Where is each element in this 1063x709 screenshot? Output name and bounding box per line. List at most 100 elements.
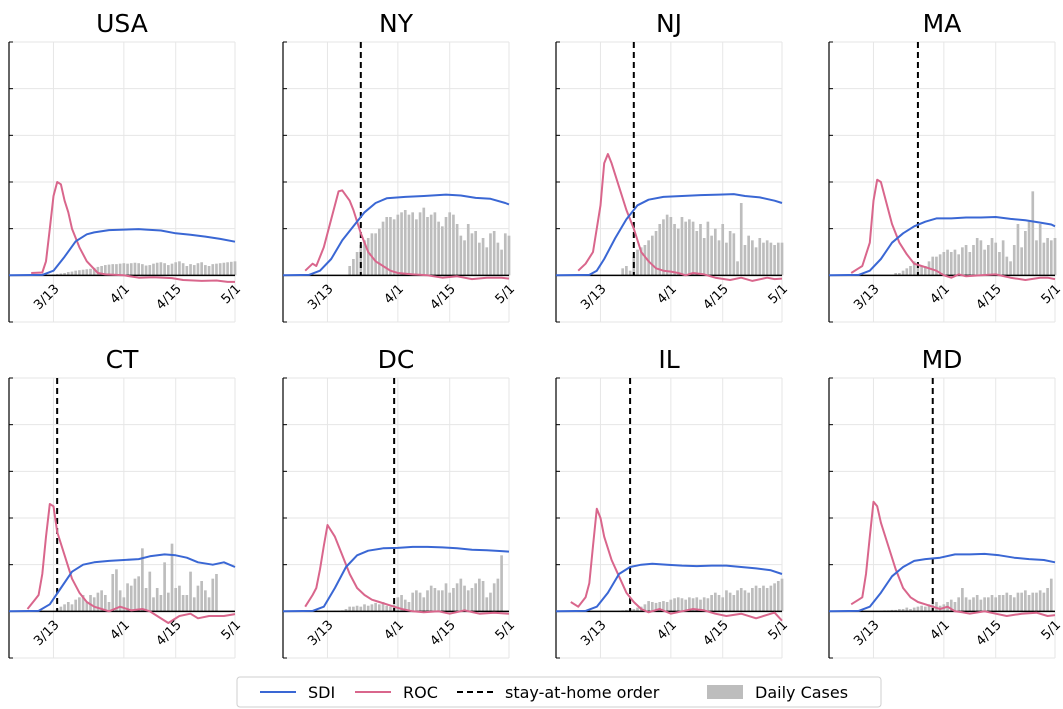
daily-cases-bar xyxy=(355,252,359,276)
legend-item-1: ROC xyxy=(355,683,438,702)
daily-cases-bar xyxy=(762,242,765,276)
daily-cases-bar xyxy=(699,224,702,276)
daily-cases-bar xyxy=(953,249,957,276)
daily-cases-bar xyxy=(455,583,459,612)
daily-cases-bar xyxy=(1031,592,1035,612)
daily-cases-bar xyxy=(968,599,972,612)
daily-cases-bar xyxy=(684,599,688,612)
daily-cases-bar xyxy=(426,590,429,612)
daily-cases-bar xyxy=(776,242,780,276)
daily-cases-bar xyxy=(189,264,192,276)
x-tick-label: 4/15 xyxy=(154,282,185,313)
daily-cases-bar xyxy=(126,263,129,276)
daily-cases-bars xyxy=(894,191,1057,276)
daily-cases-bar xyxy=(455,224,459,276)
daily-cases-bar xyxy=(647,240,650,276)
legend: SDI ROC stay-at-home order Daily Cases xyxy=(236,676,882,708)
x-tick-label: 4/1 xyxy=(382,618,407,643)
daily-cases-bar xyxy=(636,607,639,612)
daily-cases-bar xyxy=(739,203,743,276)
x-tick-label: 4/1 xyxy=(655,618,680,643)
daily-cases-bar xyxy=(137,576,141,612)
daily-cases-bar xyxy=(621,268,625,276)
daily-cases-bar xyxy=(920,605,923,612)
daily-cases-bar xyxy=(1024,590,1027,612)
panel-ma: MA 3/13 4/1 4/15 5/1 xyxy=(828,9,1063,323)
daily-cases-bar xyxy=(78,270,81,276)
daily-cases-bar xyxy=(370,604,374,612)
daily-cases-bar xyxy=(103,595,107,612)
daily-cases-bar xyxy=(710,235,713,276)
daily-cases-bars xyxy=(621,203,784,276)
daily-cases-bar xyxy=(1020,592,1023,612)
x-tick-label: 4/15 xyxy=(428,618,459,649)
daily-cases-bar xyxy=(747,592,750,612)
daily-cases-bar xyxy=(470,588,474,612)
roc-line xyxy=(304,189,510,281)
daily-cases-bar xyxy=(352,259,355,276)
daily-cases-bar xyxy=(481,238,485,276)
daily-cases-bar xyxy=(85,269,89,276)
daily-cases-bar xyxy=(676,228,680,276)
daily-cases-bar xyxy=(972,597,975,612)
daily-cases-bar xyxy=(403,599,407,612)
daily-cases-bar xyxy=(89,595,92,612)
panel-il: IL 3/13 4/1 4/15 5/1 xyxy=(555,345,791,659)
daily-cases-bar xyxy=(769,242,773,276)
panel-title: USA xyxy=(96,9,148,38)
daily-cases-bar xyxy=(751,240,754,276)
daily-cases-bar xyxy=(998,252,1001,276)
sdi-line xyxy=(282,545,510,613)
legend-bar-swatch xyxy=(707,685,743,699)
daily-cases-bar xyxy=(953,602,957,612)
daily-cases-bar xyxy=(418,592,422,612)
daily-cases-bar xyxy=(133,578,137,612)
daily-cases-bar xyxy=(348,266,352,276)
daily-cases-bar xyxy=(500,249,503,276)
panel-ny: NY 3/13 4/1 4/15 5/1 xyxy=(282,9,518,323)
daily-cases-bar xyxy=(170,263,174,276)
daily-cases-bar xyxy=(975,238,979,276)
daily-cases-bar xyxy=(218,263,222,276)
daily-cases-bar xyxy=(1016,224,1020,276)
daily-cases-bar xyxy=(990,238,994,276)
x-tick-label: 5/1 xyxy=(493,618,518,643)
daily-cases-bar xyxy=(721,597,725,612)
daily-cases-bar xyxy=(758,238,762,276)
daily-cases-bar xyxy=(990,595,994,612)
x-tick-label: 4/1 xyxy=(928,282,953,307)
daily-cases-bar xyxy=(166,265,170,276)
daily-cases-bar xyxy=(1001,595,1005,612)
daily-cases-bar xyxy=(968,252,972,276)
daily-cases-bar xyxy=(901,270,905,276)
daily-cases-bar xyxy=(496,242,500,276)
daily-cases-bar xyxy=(912,607,916,612)
daily-cases-bar xyxy=(780,242,784,276)
daily-cases-bar xyxy=(448,592,452,612)
daily-cases-bar xyxy=(377,604,381,612)
grid xyxy=(9,377,236,659)
legend-label: ROC xyxy=(403,683,438,702)
daily-cases-bar xyxy=(773,245,776,276)
daily-cases-bar xyxy=(215,574,218,612)
daily-cases-bar xyxy=(96,266,100,276)
daily-cases-bar xyxy=(898,609,901,612)
x-tick-label: 5/1 xyxy=(219,282,244,307)
daily-cases-bar xyxy=(392,604,396,612)
daily-cases-bar xyxy=(92,597,96,612)
daily-cases-bar xyxy=(155,588,159,612)
legend-label: Daily Cases xyxy=(755,683,848,702)
daily-cases-bar xyxy=(489,233,492,276)
daily-cases-bar xyxy=(894,273,898,276)
daily-cases-bar xyxy=(643,604,647,612)
daily-cases-bar xyxy=(433,212,437,276)
daily-cases-bar xyxy=(129,263,133,276)
x-tick-label: 4/15 xyxy=(701,618,732,649)
daily-cases-bar xyxy=(964,597,968,612)
x-tick-label: 5/1 xyxy=(1039,282,1063,307)
daily-cases-bar xyxy=(935,256,938,276)
daily-cases-bar xyxy=(355,605,359,612)
daily-cases-bar xyxy=(909,266,912,276)
daily-cases-bar xyxy=(159,595,163,612)
daily-cases-bar xyxy=(207,597,211,612)
